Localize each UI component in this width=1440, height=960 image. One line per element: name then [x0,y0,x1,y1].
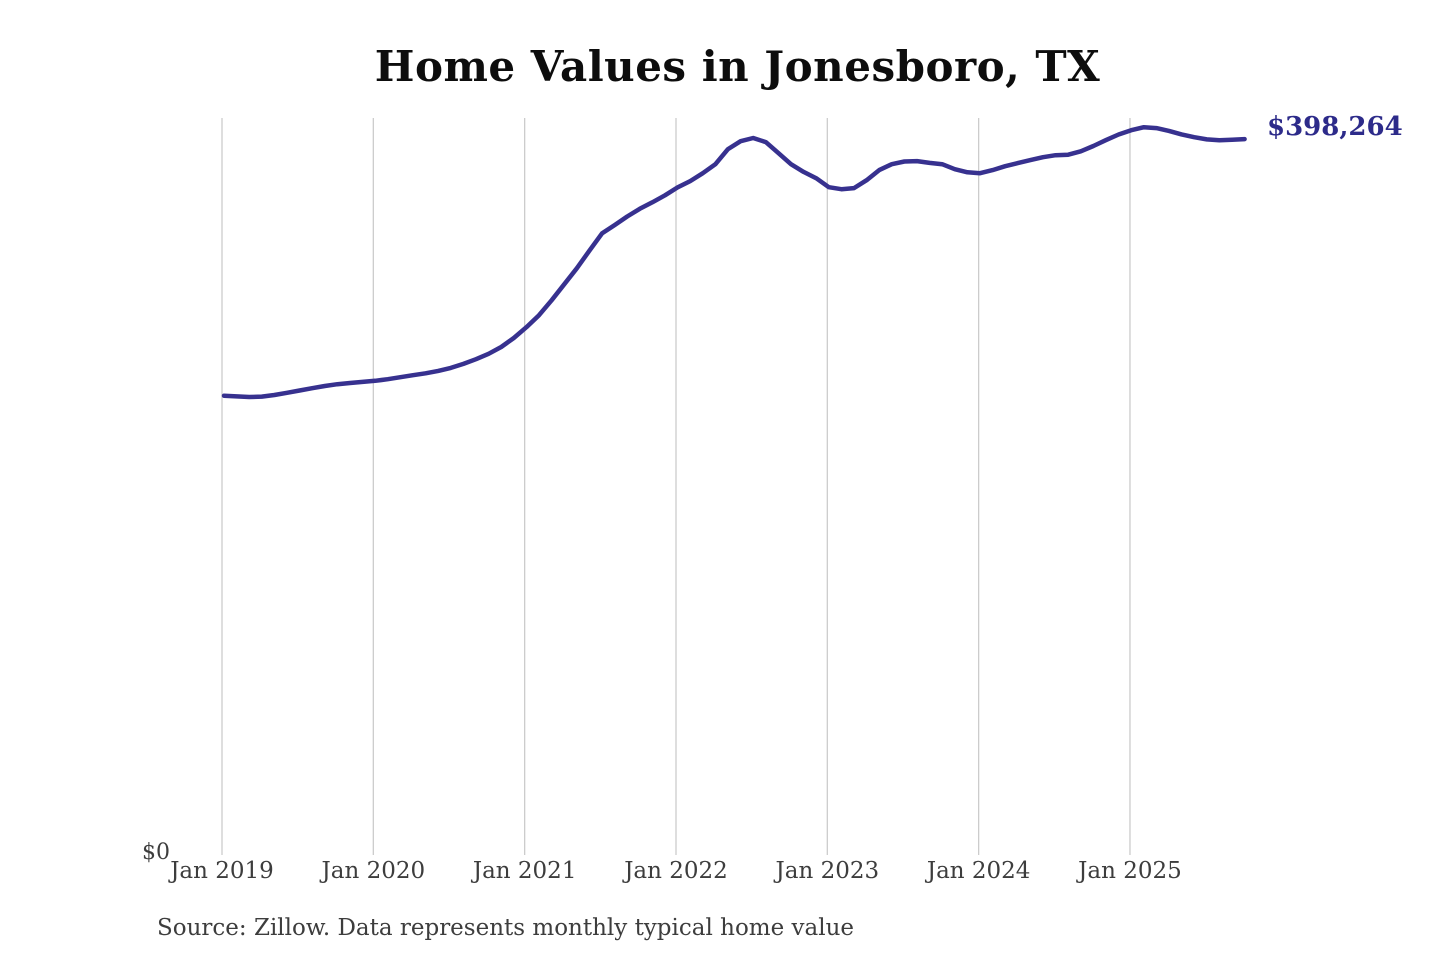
x-tick-label: Jan 2023 [775,858,880,884]
x-tick-label: Jan 2021 [472,858,577,884]
source-note: Source: Zillow. Data represents monthly … [157,915,855,941]
home-value-line [221,124,1247,400]
latest-value-label: $398,264 [1267,112,1403,142]
x-tick-label: Jan 2024 [926,858,1031,884]
x-tick-label: Jan 2019 [170,858,274,884]
chart-title: Home Values in Jonesboro, TX [374,42,1101,91]
x-tick-label: Jan 2025 [1078,858,1182,884]
x-tick-label: Jan 2020 [321,858,426,884]
y-axis-zero-label: $0 [142,840,170,865]
x-tick-label: Jan 2022 [624,858,728,884]
